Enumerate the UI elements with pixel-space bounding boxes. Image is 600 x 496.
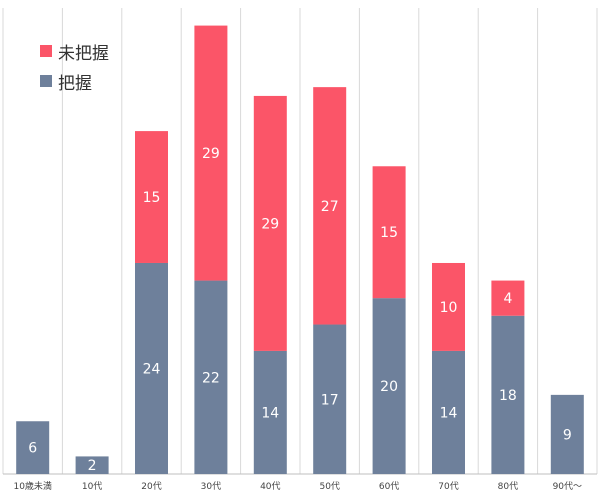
legend-label-unknown: 未把握 [58, 43, 109, 64]
bar-segment-unknown [194, 25, 228, 281]
data-label: 6 [28, 441, 37, 457]
bar-segment-unknown [253, 95, 287, 351]
data-label: 20 [380, 379, 398, 395]
x-tick-label: 90代〜 [553, 481, 582, 492]
data-label: 17 [321, 392, 339, 408]
x-tick-labels: 10歳未満 10代 20代 30代 40代 50代 60代 70代 80代 90代〜 [13, 480, 582, 492]
gridlines [2, 8, 598, 474]
bar-segment-known [372, 298, 406, 474]
bar-segment-unknown [432, 262, 465, 351]
data-label: 15 [143, 190, 161, 206]
x-tick-label: 50代 [319, 481, 339, 492]
x-tick-label: 20代 [141, 481, 161, 492]
bar-segment-unknown [135, 131, 168, 263]
data-label: 29 [261, 216, 279, 232]
bar-segment-known [432, 350, 465, 474]
data-label: 22 [202, 370, 220, 386]
legend-label-known: 把握 [58, 73, 92, 94]
data-label: 18 [499, 388, 517, 404]
legend: 未把握 把握 [40, 36, 109, 96]
data-label: 10 [440, 300, 458, 316]
data-label: 27 [321, 199, 339, 215]
bar-segment-known [313, 324, 347, 474]
data-label: 2 [88, 458, 97, 474]
x-tick-label: 70代 [438, 481, 458, 492]
bar-segment-known [75, 456, 109, 474]
data-label: 9 [563, 427, 572, 443]
data-label: 14 [440, 405, 458, 421]
bar-segment-unknown [313, 87, 347, 325]
data-label: 14 [261, 405, 279, 421]
x-tick-label: 10代 [82, 481, 102, 492]
legend-swatch-known [40, 75, 52, 87]
legend-item-unknown: 未把握 [40, 36, 109, 66]
x-tick-label: 10歳未満 [13, 480, 51, 492]
x-tick-label: 30代 [201, 481, 221, 492]
legend-swatch-unknown [40, 45, 52, 57]
legend-item-known: 把握 [40, 66, 109, 96]
bar-segment-known [16, 421, 50, 474]
data-label: 15 [380, 225, 398, 241]
data-label: 29 [202, 146, 220, 162]
bar-segment-known [135, 262, 168, 474]
x-tick-label: 60代 [379, 481, 399, 492]
data-label: 24 [143, 361, 161, 377]
bar-segment-known [491, 315, 525, 474]
x-tick-label: 40代 [260, 481, 280, 492]
bar-segment-unknown [372, 166, 406, 299]
x-tick-label: 80代 [498, 481, 518, 492]
bar-segment-known [194, 280, 228, 474]
bar-segment-known [253, 350, 287, 474]
data-label: 4 [503, 291, 512, 307]
bars: 6 2 24 15 22 29 14 29 17 27 20 15 14 10 18 4 9 [16, 25, 584, 474]
bar-segment-unknown [491, 280, 525, 316]
bar-segment-known [550, 394, 584, 474]
